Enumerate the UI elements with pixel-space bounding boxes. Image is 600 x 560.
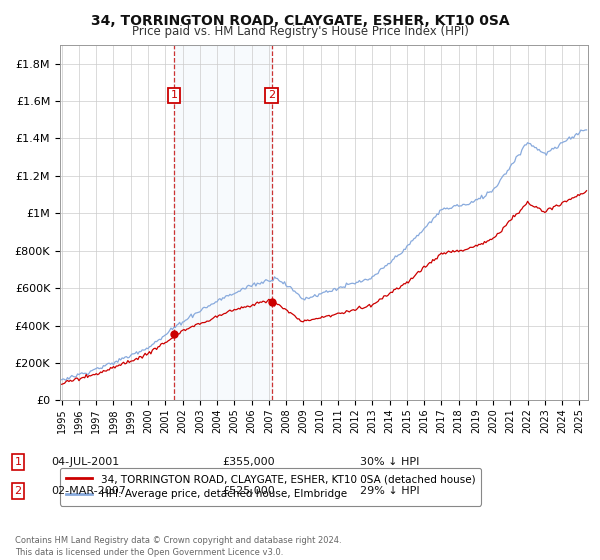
Text: Price paid vs. HM Land Registry's House Price Index (HPI): Price paid vs. HM Land Registry's House … [131, 25, 469, 38]
Text: £525,000: £525,000 [222, 486, 275, 496]
Text: 2: 2 [14, 486, 22, 496]
Bar [174, 45, 272, 400]
Text: 04-JUL-2001: 04-JUL-2001 [51, 457, 119, 467]
Text: 02-MAR-2007: 02-MAR-2007 [51, 486, 126, 496]
Text: £355,000: £355,000 [222, 457, 275, 467]
Text: 29% ↓ HPI: 29% ↓ HPI [360, 486, 419, 496]
Text: 2: 2 [268, 90, 275, 100]
Text: Contains HM Land Registry data © Crown copyright and database right 2024.
This d: Contains HM Land Registry data © Crown c… [15, 536, 341, 557]
Text: 30% ↓ HPI: 30% ↓ HPI [360, 457, 419, 467]
Text: 34, TORRINGTON ROAD, CLAYGATE, ESHER, KT10 0SA: 34, TORRINGTON ROAD, CLAYGATE, ESHER, KT… [91, 14, 509, 28]
Text: 1: 1 [170, 90, 178, 100]
Text: 1: 1 [14, 457, 22, 467]
Legend: 34, TORRINGTON ROAD, CLAYGATE, ESHER, KT10 0SA (detached house), HPI: Average pr: 34, TORRINGTON ROAD, CLAYGATE, ESHER, KT… [60, 468, 481, 506]
